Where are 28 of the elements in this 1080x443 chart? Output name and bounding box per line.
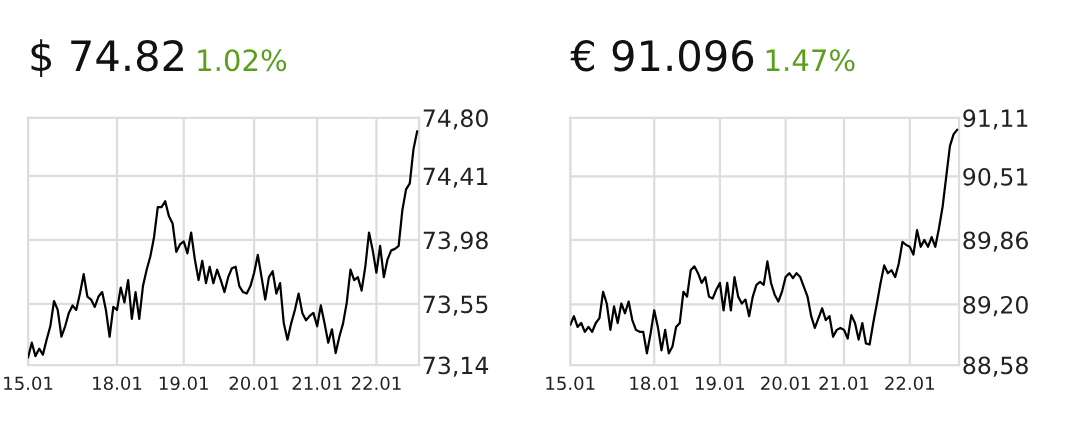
x-tick-label: 19.01 (696, 376, 745, 391)
y-tick-label: 74,41 (423, 167, 488, 188)
x-tick-label: 21.01 (819, 376, 869, 391)
chart-subtitle: 1.47% (766, 49, 855, 72)
x-tick-label: 18.01 (93, 376, 142, 391)
x-tick-label: 22.01 (351, 376, 401, 391)
chart-subtitle: 1.02% (198, 49, 287, 72)
y-tick-label: 73,98 (423, 231, 488, 252)
y-tick-label: 73,55 (423, 295, 488, 316)
chart-title: € 91.096 (570, 39, 754, 72)
y-tick-label: 89,86 (963, 231, 1028, 252)
line-series (570, 128, 959, 355)
x-tick-label: 22.01 (885, 376, 934, 391)
x-tick-label: 20.01 (761, 376, 810, 391)
line-series (28, 130, 419, 359)
y-tick-label: 74,80 (423, 109, 488, 130)
x-tick-label: 21.01 (292, 376, 342, 391)
y-tick-label: 88,58 (963, 356, 1028, 377)
y-tick-label: 89,20 (963, 295, 1028, 317)
y-tick-label: 90,51 (963, 167, 1028, 189)
chart-title: $ 74.82 (31, 39, 183, 78)
x-tick-label: 15.01 (4, 376, 53, 391)
x-tick-label: 20.01 (229, 376, 279, 391)
x-tick-label: 15.01 (546, 376, 595, 391)
y-tick-label: 73,14 (423, 356, 489, 377)
y-tick-label: 91,11 (963, 109, 1028, 130)
x-tick-label: 19.01 (159, 376, 208, 391)
x-tick-label: 18.01 (630, 376, 679, 391)
